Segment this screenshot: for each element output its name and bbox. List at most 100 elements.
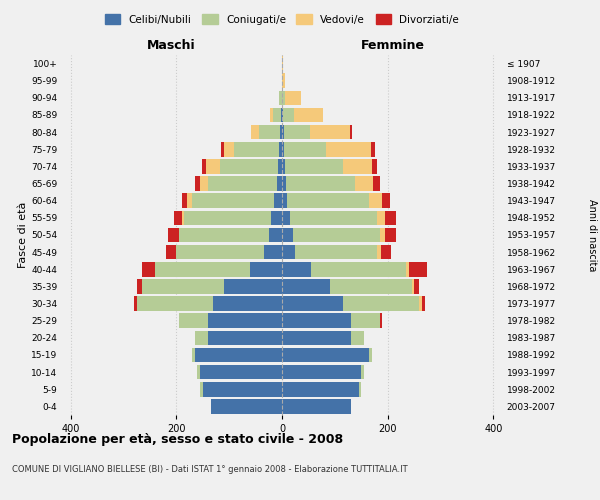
Bar [282,365,361,380]
Bar [282,108,283,122]
Bar [284,159,343,174]
Text: Femmine: Femmine [361,38,425,52]
Bar [382,194,391,208]
Bar [182,210,184,225]
Bar [282,74,284,88]
Bar [414,279,419,293]
Bar [142,262,155,276]
Bar [286,176,355,191]
Bar [142,279,224,293]
Bar [282,194,287,208]
Bar [280,125,282,140]
Bar [343,159,372,174]
Bar [173,210,182,225]
Bar [377,210,385,225]
Bar [208,176,277,191]
Bar [369,194,382,208]
Bar [282,228,293,242]
Bar [200,365,282,380]
Bar [284,125,310,140]
Bar [369,348,372,362]
Bar [284,142,326,156]
Bar [273,108,281,122]
Bar [134,296,137,311]
Bar [283,108,293,122]
Bar [192,194,274,208]
Bar [282,330,351,345]
Bar [361,365,364,380]
Bar [359,382,361,396]
Bar [184,210,271,225]
Bar [169,228,179,242]
Bar [351,330,364,345]
Bar [206,159,220,174]
Bar [221,142,224,156]
Bar [137,296,213,311]
Bar [224,279,282,293]
Bar [372,159,377,174]
Bar [287,194,369,208]
Bar [155,262,250,276]
Bar [422,296,425,311]
Bar [187,194,192,208]
Bar [282,125,284,140]
Bar [355,176,373,191]
Bar [350,125,352,140]
Bar [373,176,380,191]
Bar [263,245,282,260]
Bar [409,262,427,276]
Bar [203,382,282,396]
Bar [179,314,208,328]
Bar [282,159,284,174]
Bar [235,142,280,156]
Bar [282,262,311,276]
Bar [282,210,290,225]
Bar [282,399,351,413]
Bar [412,279,414,293]
Legend: Celibi/Nubili, Coniugati/e, Vedovi/e, Divorziati/e: Celibi/Nubili, Coniugati/e, Vedovi/e, Di… [101,10,463,29]
Bar [282,348,369,362]
Y-axis label: Fasce di età: Fasce di età [18,202,28,268]
Bar [282,176,286,191]
Bar [382,245,391,260]
Bar [343,296,419,311]
Bar [406,262,409,276]
Bar [282,90,284,105]
Bar [197,365,200,380]
Bar [371,142,375,156]
Bar [282,296,343,311]
Bar [166,245,176,260]
Text: Maschi: Maschi [146,38,196,52]
Bar [200,176,208,191]
Bar [295,245,377,260]
Bar [195,348,282,362]
Bar [195,330,208,345]
Bar [282,382,359,396]
Bar [380,314,382,328]
Bar [202,159,206,174]
Text: Anni di nascita: Anni di nascita [587,199,597,271]
Bar [195,176,200,191]
Bar [310,125,350,140]
Bar [137,279,142,293]
Bar [277,176,282,191]
Bar [208,314,282,328]
Bar [293,228,380,242]
Bar [280,90,282,105]
Bar [351,314,380,328]
Bar [271,108,273,122]
Bar [329,279,412,293]
Bar [280,142,282,156]
Bar [385,210,395,225]
Bar [274,194,282,208]
Text: Popolazione per età, sesso e stato civile - 2008: Popolazione per età, sesso e stato civil… [12,432,343,446]
Bar [385,228,395,242]
Bar [419,296,422,311]
Text: COMUNE DI VIGLIANO BIELLESE (BI) - Dati ISTAT 1° gennaio 2008 - Elaborazione TUT: COMUNE DI VIGLIANO BIELLESE (BI) - Dati … [12,466,407,474]
Bar [182,194,187,208]
Bar [282,314,351,328]
Bar [377,245,382,260]
Bar [271,210,282,225]
Bar [200,382,203,396]
Bar [213,296,282,311]
